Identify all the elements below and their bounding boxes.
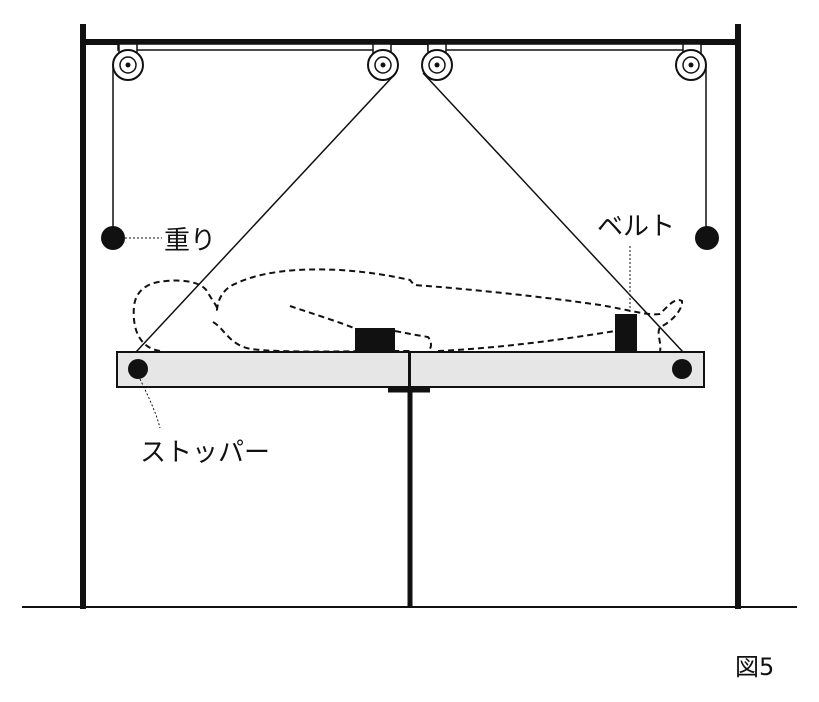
pulley-left-outer	[112, 49, 144, 81]
pulley-bar-right	[427, 43, 702, 57]
weight-right	[695, 226, 719, 250]
pulley-right-outer	[675, 49, 707, 81]
belt-label: ベルト	[597, 212, 675, 242]
pulley-bar-left	[117, 43, 392, 57]
pulley-right-inner	[421, 49, 453, 81]
stopper-label: ストッパー	[140, 438, 270, 468]
board-right-half	[409, 351, 705, 388]
stopper-right	[672, 359, 692, 379]
board-left-half	[116, 351, 410, 388]
stopper-leader-line	[139, 378, 161, 429]
belt-right	[615, 314, 637, 352]
rope-right-diagonal	[422, 72, 684, 353]
person-outline	[132, 268, 684, 353]
weight-label: 重り	[164, 226, 216, 256]
figure-number: 図5	[735, 653, 774, 681]
rope-left-diagonal	[135, 72, 397, 353]
weight-left	[101, 226, 125, 250]
belt-middle	[355, 328, 395, 352]
stopper-left	[128, 359, 148, 379]
pulley-left-inner	[367, 49, 399, 81]
